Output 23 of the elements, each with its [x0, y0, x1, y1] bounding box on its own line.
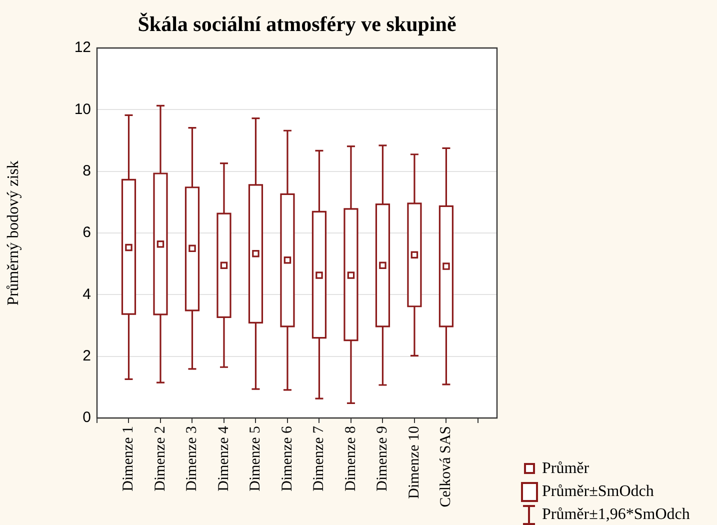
y-tick-label: 12 — [74, 39, 91, 56]
x-tick-label: Celková SAS — [438, 426, 454, 508]
x-tick-label: Dimenze 6 — [279, 426, 296, 492]
x-tick-label: Dimenze 10 — [406, 426, 422, 499]
text: Průměr — [542, 460, 590, 478]
text: Průměr±SmOdch — [542, 482, 654, 500]
x-tick-label: Dimenze 3 — [184, 426, 200, 492]
y-axis-title: Průměrný bodový zisk — [4, 160, 22, 306]
x-tick-label: Dimenze 8 — [342, 426, 359, 492]
y-tick-label: 8 — [82, 162, 91, 180]
x-tick-label: Dimenze 9 — [374, 426, 391, 492]
x-tick-label: Dimenze 2 — [152, 426, 168, 492]
y-tick-label: 2 — [82, 347, 91, 364]
y-tick-label: 6 — [82, 224, 91, 242]
text: Průměr±1,96*SmOdch — [542, 506, 690, 524]
x-tick-label: Dimenze 4 — [216, 426, 232, 492]
y-tick-label: 4 — [82, 286, 91, 303]
x-tick-label: Dimenze 5 — [248, 426, 264, 492]
x-tick-label: Dimenze 7 — [311, 426, 328, 492]
chart-title: Škála sociální atmosféry ve skupině — [136, 12, 458, 37]
x-tick-label: Dimenze 1 — [120, 426, 137, 492]
y-tick-label: 0 — [82, 409, 91, 426]
y-tick-label: 10 — [74, 100, 91, 118]
